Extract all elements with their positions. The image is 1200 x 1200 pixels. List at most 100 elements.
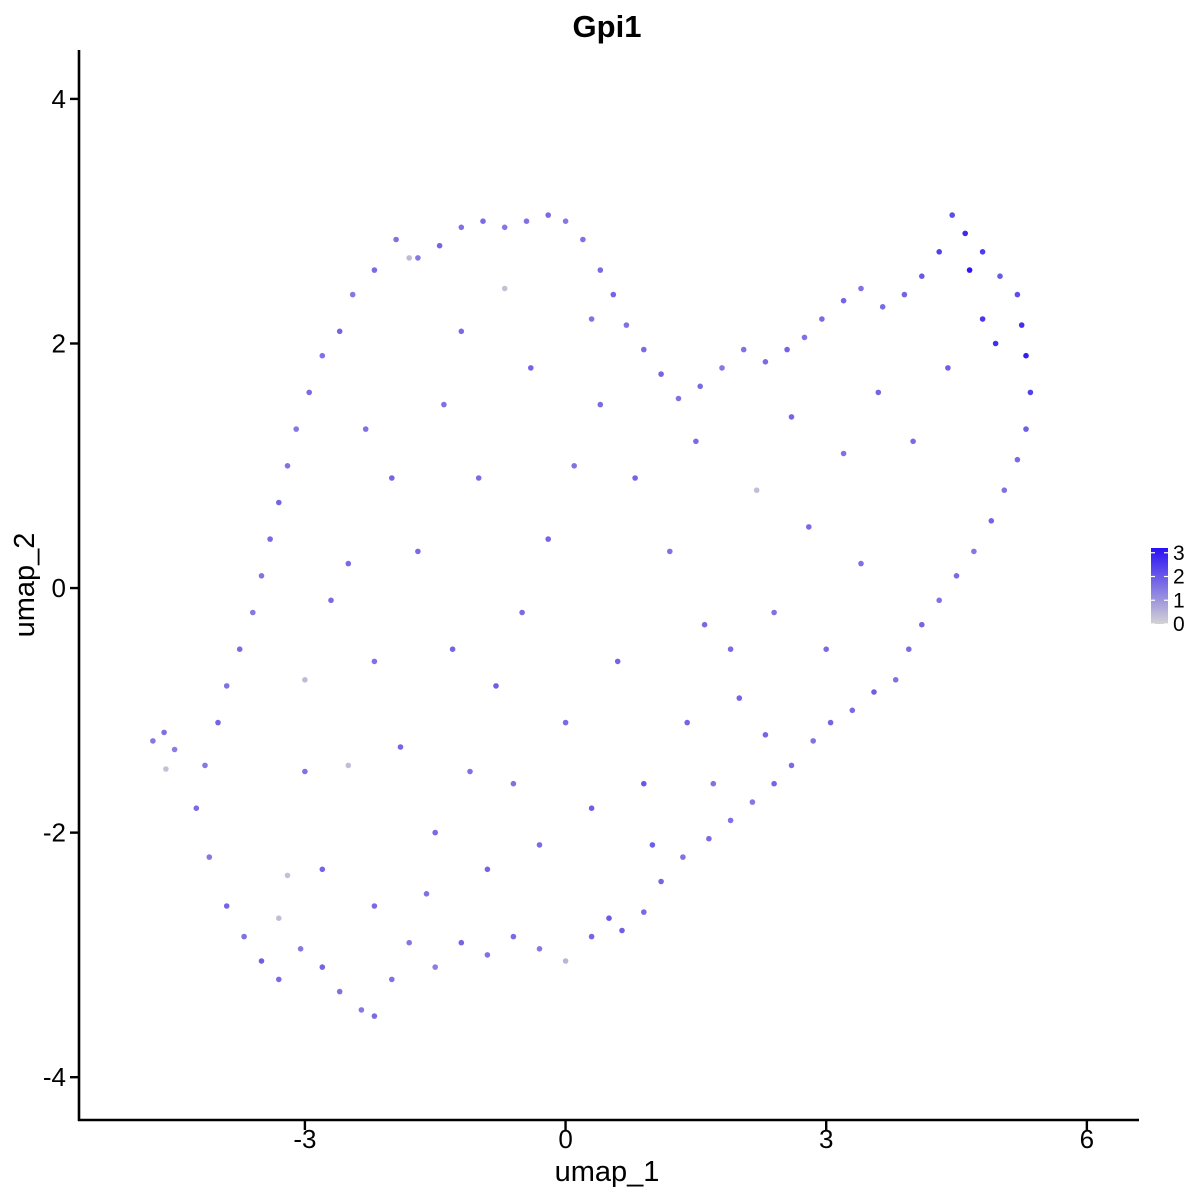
data-point	[523, 218, 530, 224]
data-point	[276, 499, 282, 506]
data-point	[992, 340, 999, 347]
data-point	[436, 242, 443, 249]
colorbar-tick-label: 3	[1173, 542, 1185, 565]
x-axis-ticks: -3 0 3 6	[293, 1121, 1094, 1154]
data-point	[250, 609, 256, 616]
data-point	[406, 255, 413, 261]
data-point	[988, 518, 995, 524]
data-point	[345, 762, 352, 769]
data-point	[432, 829, 439, 836]
data-point	[306, 389, 313, 396]
y-axis-title: umap_2	[9, 533, 41, 638]
data-point	[389, 475, 395, 481]
data-point	[658, 878, 664, 885]
data-point	[571, 463, 577, 469]
data-point	[510, 933, 517, 940]
data-point	[588, 805, 595, 811]
data-point	[319, 866, 326, 873]
data-point	[936, 249, 942, 255]
data-point	[762, 732, 769, 738]
data-point	[949, 212, 955, 218]
y-tick-label: -4	[43, 1062, 66, 1092]
data-point	[871, 689, 877, 695]
data-point	[610, 291, 617, 298]
data-point	[562, 719, 569, 726]
data-point	[641, 346, 647, 353]
data-point	[150, 738, 156, 744]
data-point	[966, 267, 973, 273]
data-point	[719, 365, 725, 371]
data-point	[501, 224, 508, 231]
data-point	[223, 683, 230, 689]
data-point	[1014, 456, 1021, 463]
data-point	[284, 463, 291, 469]
y-tick-label: -2	[43, 818, 66, 848]
data-point	[1014, 291, 1021, 298]
data-point	[545, 212, 551, 218]
data-point	[997, 273, 1003, 280]
x-tick-label: 0	[558, 1124, 572, 1154]
data-point	[740, 346, 747, 353]
data-point	[819, 316, 825, 322]
data-point	[328, 597, 334, 604]
data-point	[484, 866, 491, 873]
data-point	[293, 426, 300, 432]
data-point	[467, 768, 473, 775]
data-point	[297, 946, 304, 952]
data-point	[680, 854, 686, 860]
data-point	[362, 426, 369, 432]
data-point	[706, 835, 712, 842]
data-point	[945, 365, 951, 371]
data-point	[684, 719, 690, 726]
data-point	[406, 939, 413, 946]
data-point	[510, 780, 517, 787]
y-tick-label: 0	[52, 573, 66, 603]
y-axis-ticks: -4 -2 0 2 4	[43, 84, 79, 1092]
data-point	[284, 872, 291, 879]
data-point	[771, 780, 777, 787]
data-point	[415, 255, 421, 261]
colorbar	[1151, 548, 1168, 624]
data-point	[458, 224, 465, 231]
data-point	[358, 1007, 365, 1013]
data-point	[727, 817, 734, 824]
data-point	[258, 958, 265, 964]
data-point	[910, 438, 916, 445]
data-point	[736, 695, 743, 701]
data-point	[371, 658, 378, 665]
data-point	[979, 249, 986, 255]
data-point	[962, 230, 968, 237]
data-point	[727, 646, 734, 652]
data-point	[161, 729, 167, 736]
colorbar-tick-label: 2	[1173, 566, 1185, 589]
data-point	[458, 939, 465, 946]
data-point	[919, 621, 925, 628]
data-point	[919, 273, 925, 280]
data-point	[319, 352, 326, 359]
data-point	[806, 524, 812, 530]
data-point	[458, 328, 465, 335]
data-point	[441, 401, 447, 408]
data-point	[979, 316, 986, 322]
x-tick-label: 3	[819, 1124, 833, 1154]
data-point	[319, 964, 326, 970]
data-point	[710, 780, 717, 787]
data-point	[302, 768, 308, 775]
data-point	[397, 744, 404, 750]
data-point	[614, 658, 621, 665]
data-point	[536, 842, 543, 848]
data-point	[202, 762, 208, 769]
data-point	[423, 891, 430, 897]
data-point	[475, 475, 482, 481]
data-point	[840, 450, 847, 457]
data-point	[771, 609, 777, 616]
data-point	[193, 805, 200, 811]
data-point	[588, 316, 595, 322]
data-point	[236, 646, 243, 652]
data-point	[258, 573, 265, 579]
points-layer	[150, 212, 1034, 1019]
data-point	[223, 903, 230, 909]
